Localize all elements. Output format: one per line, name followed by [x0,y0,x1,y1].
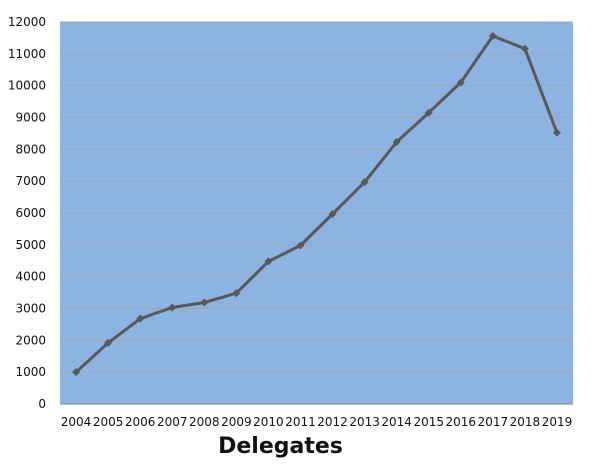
data-point-marker [424,108,433,117]
data-point-marker [264,257,273,266]
y-tick-label: 4000 [15,270,46,284]
y-tick-label: 6000 [15,206,46,220]
data-point-marker [360,178,369,187]
y-tick-label: 5000 [15,238,46,252]
x-tick-label: 2010 [253,415,284,429]
x-axis-tick-labels: 2004 2005 2006 2007 2008 2009 2010 2011 2012 2013… [61,415,572,429]
y-tick-label: 12000 [8,15,46,29]
y-tick-label: 8000 [15,142,46,156]
data-point-markers [72,32,561,377]
x-tick-label: 2016 [446,415,477,429]
x-tick-label: 2017 [478,415,509,429]
x-tick-label: 2018 [510,415,541,429]
y-tick-label: 3000 [15,302,46,316]
x-tick-label: 2019 [542,415,573,429]
x-tick-label: 2013 [349,415,380,429]
x-tick-label: 2005 [93,415,124,429]
data-point-marker [520,44,529,53]
y-tick-label: 11000 [8,47,46,61]
x-tick-label: 2009 [221,415,252,429]
data-point-marker [488,32,497,41]
y-tick-label: 2000 [15,333,46,347]
data-point-marker [136,314,145,323]
data-point-marker [296,241,305,250]
x-tick-label: 2008 [189,415,220,429]
x-tick-label: 2007 [157,415,188,429]
y-tick-label: 9000 [15,111,46,125]
data-point-marker [200,298,209,307]
y-axis-tick-labels: 0 1000 2000 3000 4000 5000 6000 7000 8000 9000 100… [8,15,46,411]
x-tick-label: 2011 [285,415,316,429]
gridlines [60,21,573,405]
data-point-marker [168,303,177,312]
data-point-marker [552,128,561,137]
y-tick-label: 7000 [15,174,46,188]
x-tick-label: 2006 [125,415,156,429]
x-tick-label: 2014 [381,415,412,429]
data-point-marker [104,338,113,347]
x-tick-label: 2004 [61,415,92,429]
data-point-marker [456,78,465,87]
data-point-marker [392,138,401,147]
y-tick-label: 1000 [15,365,46,379]
data-point-marker [232,289,241,298]
series-line [74,34,559,374]
y-tick-label: 10000 [8,79,46,93]
x-tick-label: 2012 [317,415,348,429]
y-tick-label: 0 [38,397,46,411]
x-axis-title: Delegates [218,434,343,459]
data-point-marker [72,368,81,377]
x-tick-label: 2015 [413,415,444,429]
data-point-marker [328,209,337,218]
